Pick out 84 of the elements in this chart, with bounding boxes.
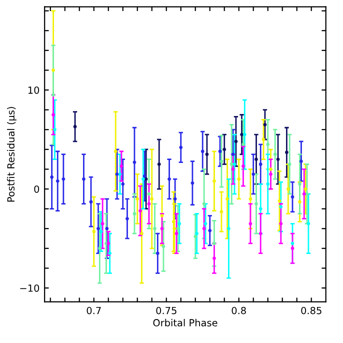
point bbox=[269, 168, 272, 171]
point bbox=[230, 162, 234, 166]
point bbox=[212, 179, 216, 183]
x-tick-label: 0.7 bbox=[86, 306, 101, 314]
point bbox=[99, 230, 103, 234]
point bbox=[176, 226, 180, 230]
point bbox=[118, 172, 122, 176]
point bbox=[254, 202, 258, 206]
point bbox=[120, 164, 124, 168]
point bbox=[147, 202, 151, 206]
point bbox=[240, 132, 244, 136]
point bbox=[258, 162, 262, 166]
point bbox=[56, 179, 60, 183]
point bbox=[178, 222, 182, 226]
point bbox=[212, 256, 216, 260]
point bbox=[226, 197, 229, 201]
point bbox=[142, 174, 146, 178]
point bbox=[266, 182, 270, 186]
y-axis-title: Postfit Residual (μs) bbox=[7, 107, 16, 202]
point bbox=[136, 197, 140, 201]
y-tick-label: 10 bbox=[28, 86, 40, 94]
point bbox=[52, 68, 55, 72]
point bbox=[286, 187, 290, 191]
point bbox=[279, 222, 283, 226]
point bbox=[242, 132, 246, 136]
point bbox=[156, 252, 160, 256]
point bbox=[106, 242, 110, 246]
point bbox=[208, 228, 212, 232]
point bbox=[82, 177, 86, 181]
point bbox=[96, 226, 100, 230]
point bbox=[302, 192, 306, 196]
point bbox=[138, 209, 142, 212]
point bbox=[194, 234, 198, 238]
point bbox=[173, 197, 177, 201]
point bbox=[141, 177, 145, 181]
point bbox=[73, 124, 77, 128]
point bbox=[237, 177, 241, 181]
y-tick-label: 0 bbox=[34, 185, 40, 193]
point bbox=[89, 200, 93, 204]
point bbox=[200, 150, 204, 154]
x-tick-label: 0.8 bbox=[232, 306, 246, 314]
point bbox=[52, 113, 55, 116]
x-tick-label: 0.75 bbox=[156, 306, 176, 314]
x-axis-title: Orbital Phase bbox=[153, 318, 218, 326]
point bbox=[222, 148, 226, 152]
y-tick-label: −10 bbox=[20, 284, 40, 292]
point bbox=[285, 150, 288, 154]
point bbox=[227, 226, 230, 230]
point bbox=[258, 207, 262, 210]
point bbox=[92, 230, 96, 234]
point bbox=[248, 222, 252, 226]
point bbox=[205, 152, 209, 156]
point bbox=[62, 177, 66, 181]
point bbox=[126, 216, 129, 220]
point bbox=[252, 172, 256, 176]
point bbox=[218, 150, 222, 154]
point bbox=[266, 142, 270, 146]
point bbox=[204, 222, 208, 226]
point bbox=[150, 197, 154, 201]
point bbox=[220, 160, 224, 163]
point bbox=[269, 172, 272, 176]
x-tick-label: 0.85 bbox=[301, 306, 322, 314]
point bbox=[290, 246, 294, 250]
point bbox=[153, 226, 156, 230]
point bbox=[195, 232, 199, 236]
point bbox=[254, 158, 258, 161]
point bbox=[172, 226, 176, 230]
point bbox=[273, 152, 277, 156]
point bbox=[157, 162, 161, 166]
point bbox=[300, 160, 303, 163]
point bbox=[248, 197, 252, 201]
point bbox=[231, 168, 235, 171]
point bbox=[100, 222, 104, 226]
point bbox=[115, 172, 119, 176]
point bbox=[263, 122, 267, 126]
point bbox=[276, 158, 280, 161]
point bbox=[132, 212, 136, 216]
point bbox=[50, 175, 54, 179]
point bbox=[202, 226, 206, 230]
point bbox=[168, 177, 171, 181]
point bbox=[220, 210, 224, 214]
point bbox=[298, 200, 302, 204]
point bbox=[179, 146, 183, 150]
point bbox=[132, 160, 136, 164]
